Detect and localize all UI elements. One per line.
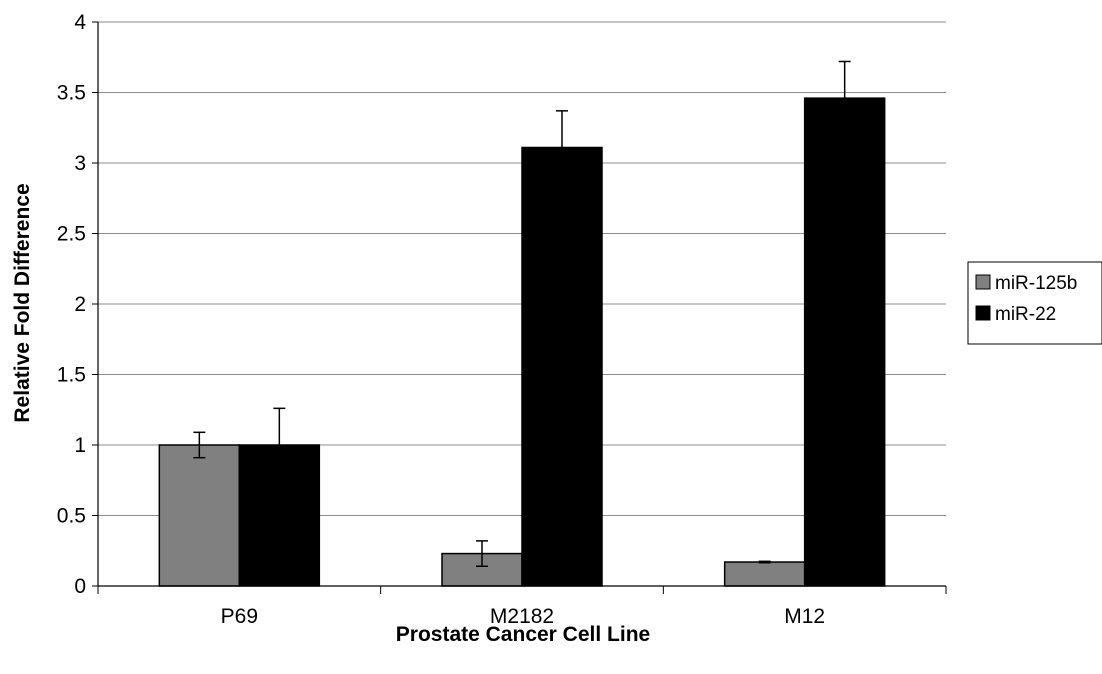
x-tick-labels: P69 M2182 M12 — [221, 605, 825, 628]
y-tick-label: 3.5 — [57, 82, 86, 105]
legend: miR-125b miR-22 — [967, 261, 1102, 345]
axes — [92, 21, 947, 594]
y-tick-label: 0.5 — [57, 505, 86, 528]
error-bars — [193, 60, 851, 568]
x-tick-label: M2182 — [490, 605, 554, 628]
x-tick-label: P69 — [221, 605, 258, 628]
error-bar — [838, 60, 851, 99]
bar-mir-125b-p69 — [158, 444, 241, 587]
y-tick-label: 1 — [74, 434, 86, 457]
error-bar — [273, 407, 286, 445]
y-axis-title: Relative Fold Difference — [11, 183, 34, 422]
y-tick-label: 3 — [74, 152, 86, 175]
error-bar — [758, 560, 771, 564]
y-tick-label: 0 — [74, 575, 86, 598]
bar-mir-22-p69 — [238, 444, 321, 587]
y-tick-label: 2.5 — [57, 223, 86, 246]
bar-mir-22-m12 — [803, 97, 886, 587]
error-bar — [193, 431, 206, 459]
x-axis-title: Prostate Cancer Cell Line — [396, 623, 650, 646]
error-bar — [556, 110, 568, 148]
y-tick-labels: 0 0.5 1 1.5 2 2.5 3 3.5 4 — [57, 11, 87, 598]
x-tick-label: M12 — [784, 605, 825, 628]
legend-label: miR-22 — [995, 304, 1056, 325]
bar-mir-22-m2182 — [521, 146, 603, 587]
error-bar — [476, 540, 488, 568]
bar-mir-125b-m12 — [723, 561, 806, 587]
bars — [158, 97, 886, 587]
legend-swatch — [975, 305, 991, 321]
legend-swatch — [975, 274, 991, 290]
y-tick-label: 1.5 — [57, 364, 86, 387]
legend-label: miR-125b — [995, 273, 1077, 294]
y-tick-label: 2 — [74, 293, 86, 316]
y-tick-label: 4 — [74, 11, 86, 34]
